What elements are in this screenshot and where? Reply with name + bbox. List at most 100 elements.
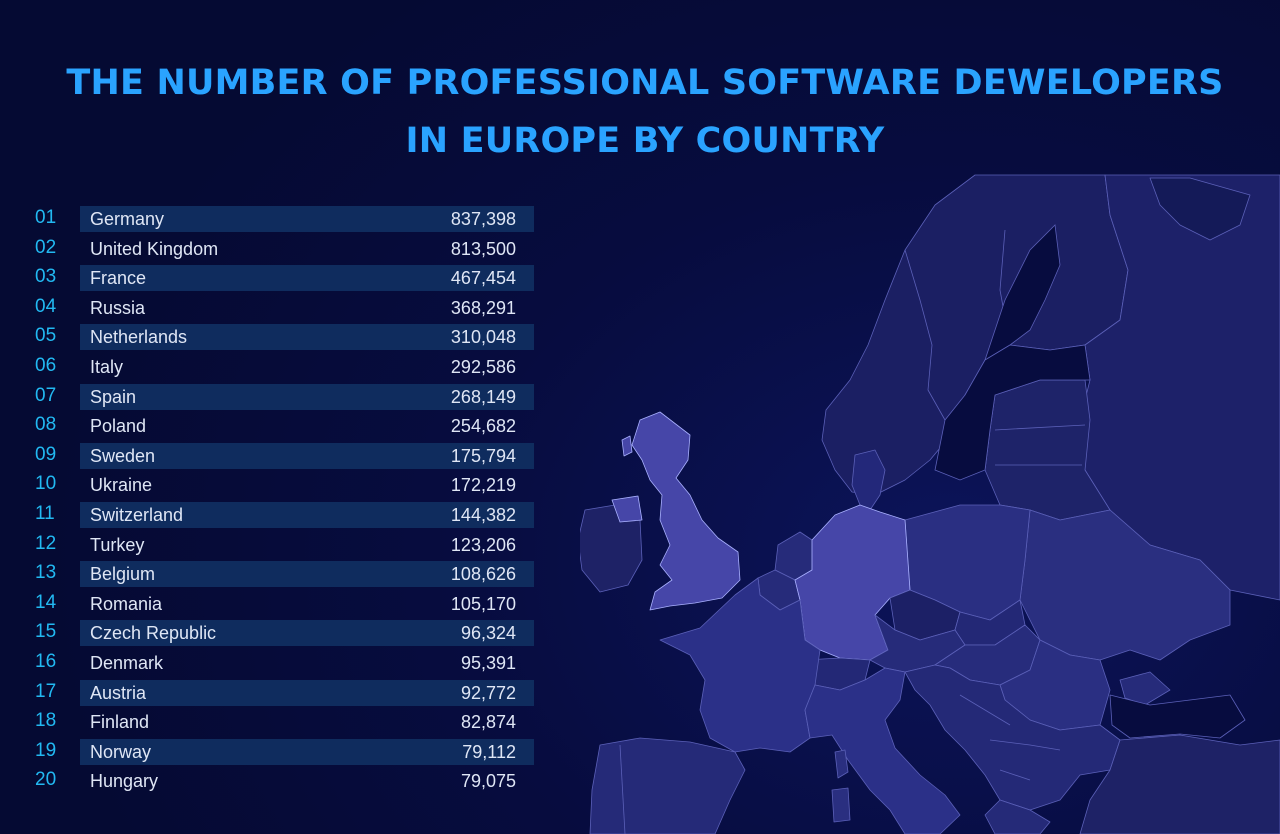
row-band [80,501,534,528]
developer-count: 82,874 [460,712,516,733]
developer-count: 254,682 [450,416,516,437]
developer-count: 144,382 [450,504,516,525]
table-row: 03 France 467,454 [30,264,540,294]
rank-number: 17 [35,680,57,702]
developer-count: 96,324 [460,623,516,644]
rank-number: 15 [35,621,57,643]
map-denmark [851,449,886,511]
rank-number: 14 [35,591,57,613]
row-band [80,738,534,765]
developer-count: 292,586 [450,356,516,377]
rank-number: 02 [35,236,57,258]
country-name: Belgium [90,564,156,585]
country-name: Russia [90,297,146,318]
table-row: 14 Romania 105,170 [30,590,540,620]
title-line-2: IN EUROPE BY COUNTRY [405,121,885,161]
country-name: Switzerland [90,504,184,525]
country-name: Finland [90,712,150,733]
table-row: 16 Denmark 95,391 [30,649,540,679]
table-row: 09 Sweden 175,794 [30,442,540,472]
table-row: 20 Hungary 79,075 [30,767,540,797]
map-italy [804,667,961,834]
country-name: Turkey [90,534,145,555]
developer-count: 123,206 [450,534,516,555]
developer-count: 108,626 [450,564,516,585]
rank-number: 05 [35,325,57,347]
rank-number: 10 [35,473,57,495]
rank-number: 09 [35,443,57,465]
table-row: 15 Czech Republic 96,324 [30,619,540,649]
country-name: Poland [90,416,147,437]
title-line-1: THE NUMBER OF PROFESSIONAL SOFTWARE DEWE… [66,63,1224,103]
rank-number: 04 [35,295,57,317]
ranking-table: 01 Germany 837,398 02 United Kingdom 813… [30,205,540,797]
rank-number: 13 [35,562,57,584]
country-name: France [90,268,147,289]
country-name: Germany [90,209,165,229]
rank-number: 18 [35,710,57,732]
table-row: 02 United Kingdom 813,500 [30,235,540,265]
table-row: 07 Spain 268,149 [30,383,540,413]
developer-count: 175,794 [450,445,516,466]
country-name: Austria [90,682,147,703]
developer-count: 105,170 [450,593,516,614]
map-turkey [1079,734,1280,834]
developer-count: 92,772 [460,682,516,703]
row-band [80,561,534,588]
page-title: THE NUMBER OF PROFESSIONAL SOFTWARE DEWE… [0,54,1280,170]
table-row: 04 Russia 368,291 [30,294,540,324]
developer-count: 268,149 [450,386,516,407]
rank-number: 19 [35,739,57,761]
table-row: 08 Poland 254,682 [30,412,540,442]
developer-count: 368,291 [450,297,516,318]
map-balkans [904,664,1121,811]
developer-count: 95,391 [460,652,516,673]
map-ukraine [1019,509,1231,661]
developer-count: 79,112 [462,741,516,762]
country-name: Netherlands [90,327,188,348]
country-name: Romania [90,593,163,614]
country-name: Hungary [90,771,159,792]
country-name: United Kingdom [90,238,219,259]
rank-number: 08 [35,414,57,436]
rank-number: 11 [35,502,55,524]
map-kola [1149,177,1251,241]
map-greece [984,799,1051,834]
rank-number: 16 [35,650,57,672]
row-band [80,620,534,647]
europe-map [580,174,1280,834]
rank-number: 01 [35,207,57,228]
table-row: 13 Belgium 108,626 [30,560,540,590]
table-row: 17 Austria 92,772 [30,679,540,709]
map-great-britain [631,411,741,611]
rank-number: 06 [35,354,57,376]
table-row: 18 Finland 82,874 [30,708,540,738]
country-name: Czech Republic [90,623,217,644]
country-name: Spain [90,386,137,407]
row-band [80,383,534,410]
table-row: 06 Italy 292,586 [30,353,540,383]
table-row: 01 Germany 837,398 [30,205,540,235]
country-name: Italy [90,356,124,377]
row-band [80,679,534,706]
developer-count: 837,398 [450,209,516,229]
table-row: 12 Turkey 123,206 [30,531,540,561]
country-name: Sweden [90,445,156,466]
rank-number: 20 [35,769,57,791]
row-band [80,442,534,469]
developer-count: 467,454 [450,268,516,289]
table-row: 10 Ukraine 172,219 [30,471,540,501]
country-name: Norway [90,741,152,762]
row-band [80,324,534,351]
row-band [80,265,534,292]
table-row: 19 Norway 79,112 [30,738,540,768]
developer-count: 79,075 [460,771,516,792]
country-name: Ukraine [90,475,153,496]
rank-number: 12 [35,532,57,554]
rank-number: 03 [35,266,57,288]
table-row: 05 Netherlands 310,048 [30,323,540,353]
map-iberia [589,737,746,834]
country-name: Denmark [90,652,164,673]
row-band [80,206,534,232]
developer-count: 310,048 [450,327,516,348]
